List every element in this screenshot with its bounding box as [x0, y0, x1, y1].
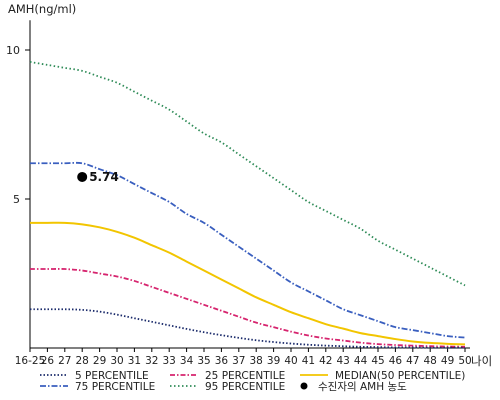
- x-tick-label-50: 50: [458, 355, 471, 367]
- x-tick-label-26: 26: [41, 355, 55, 367]
- x-tick-label-27: 27: [58, 355, 71, 367]
- x-tick-label-41: 41: [302, 355, 315, 367]
- x-tick-label-46: 46: [389, 355, 403, 367]
- marker-point: [77, 171, 88, 182]
- series-line-95-percentile: [29, 61, 466, 287]
- series-line-75-percentile: [29, 161, 466, 339]
- x-tick-label-49: 49: [441, 355, 454, 367]
- legend: 5 PERCENTILE 25 PERCENTILE MEDIAN(50 PERCE…: [40, 370, 465, 393]
- legend-label-5-percentile: 5 PERCENTILE: [75, 370, 149, 382]
- x-tick-label-37: 37: [232, 355, 245, 367]
- x-axis-title: 나이: [471, 354, 492, 368]
- x-tick-label-48: 48: [424, 355, 437, 367]
- x-tick-label-33: 33: [163, 355, 176, 367]
- x-tick-label-40: 40: [284, 355, 297, 367]
- x-tick-label-38: 38: [250, 355, 263, 367]
- x-tick-label-36: 36: [215, 355, 229, 367]
- series-line-25-percentile: [30, 268, 466, 348]
- x-tick-label-43: 43: [337, 355, 350, 367]
- legend-label-25-percentile: 25 PERCENTILE: [205, 370, 285, 382]
- series-line-5-percentile: [30, 308, 465, 349]
- x-tick-label-44: 44: [354, 355, 368, 367]
- legend-label-marker: 수진자의 AMH 농도: [318, 381, 407, 393]
- x-tick-label-45: 45: [371, 355, 384, 367]
- legend-label-75-percentile: 75 PERCENTILE: [75, 381, 155, 393]
- marker-value-label: 5.74: [89, 170, 119, 184]
- x-tick-label-42: 42: [319, 355, 332, 367]
- x-tick-label-34: 34: [180, 355, 194, 367]
- legend-label-median-50-percentile: MEDIAN(50 PERCENTILE): [335, 370, 465, 382]
- y-tick-label-10: 10: [6, 44, 20, 57]
- x-tick-label-16-25: 16-25: [15, 355, 46, 367]
- marker-group: 5.74: [77, 170, 119, 184]
- x-tick-label-32: 32: [145, 355, 158, 367]
- legend-marker-swatch: [300, 382, 308, 390]
- x-tick-label-31: 31: [128, 355, 141, 367]
- y-tick-label-5: 5: [13, 193, 20, 206]
- x-tick-label-47: 47: [406, 355, 419, 367]
- series-group: [29, 61, 466, 349]
- legend-label-95-percentile: 95 PERCENTILE: [205, 381, 285, 393]
- x-tick-label-39: 39: [267, 355, 280, 367]
- series-line-median-50-percentile: [29, 221, 466, 346]
- x-tick-label-30: 30: [110, 355, 123, 367]
- x-tick-label-29: 29: [93, 355, 106, 367]
- x-tick-label-28: 28: [76, 355, 89, 367]
- x-tick-label-35: 35: [197, 355, 210, 367]
- y-axis-title: AMH(ng/ml): [8, 2, 76, 16]
